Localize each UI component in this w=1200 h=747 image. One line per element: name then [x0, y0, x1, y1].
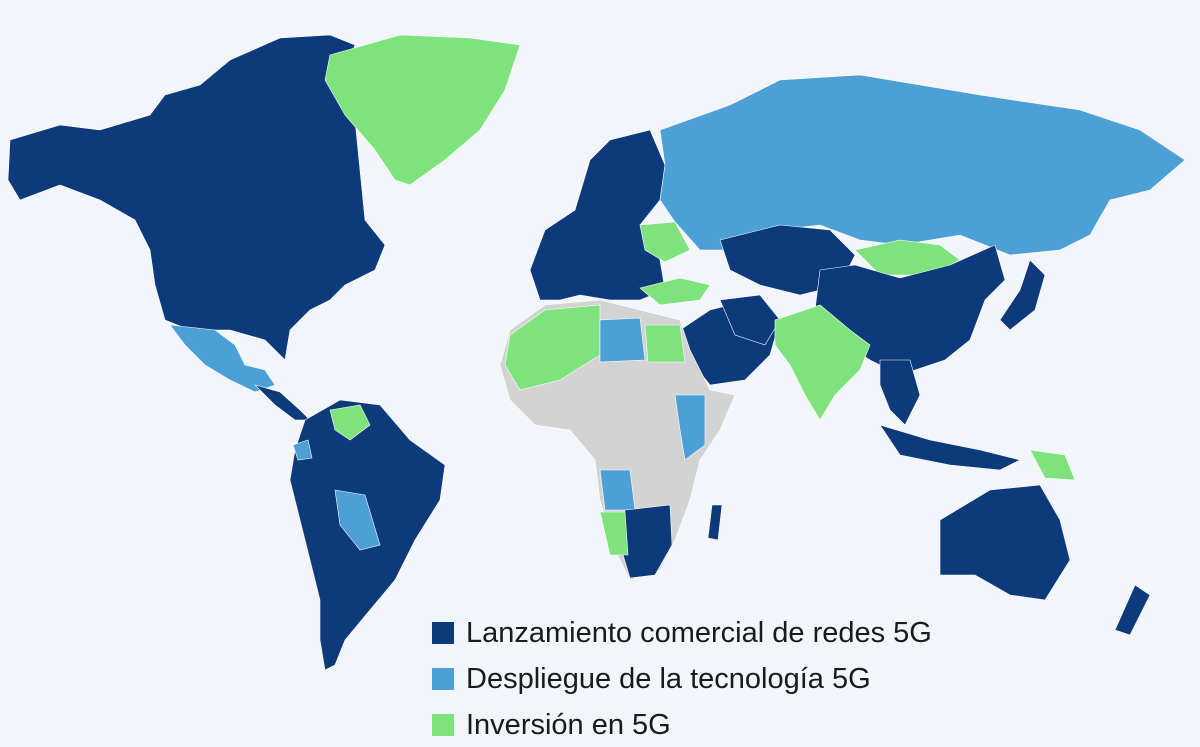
- legend-item-commercial: Lanzamiento comercial de redes 5G: [432, 614, 932, 652]
- legend-label-investment: Inversión en 5G: [466, 708, 671, 741]
- region-mexico: [169, 324, 276, 393]
- region-russia: [659, 74, 1186, 256]
- region-papua-new-guinea: [1029, 449, 1076, 481]
- legend-swatch-deployment: [432, 668, 454, 690]
- region-bolivia-paraguay: [334, 489, 381, 551]
- region-venezuela: [329, 404, 371, 441]
- legend-item-deployment: Despliegue de la tecnología 5G: [432, 660, 932, 698]
- legend-label-commercial: Lanzamiento comercial de redes 5G: [466, 616, 932, 649]
- region-libya: [599, 317, 646, 363]
- legend-swatch-investment: [432, 714, 454, 736]
- region-europe: [529, 129, 666, 301]
- region-ethiopia-kenya: [674, 394, 706, 461]
- region-ukraine: [639, 221, 691, 263]
- region-north-africa: [504, 304, 601, 391]
- region-indonesia: [879, 424, 1021, 471]
- region-southern-africa: [619, 504, 673, 579]
- legend-swatch-commercial: [432, 622, 454, 644]
- map-legend: Lanzamiento comercial de redes 5G Despli…: [432, 614, 932, 744]
- region-ecuador: [292, 439, 313, 461]
- region-namibia: [599, 511, 629, 556]
- legend-item-investment: Inversión en 5G: [432, 706, 932, 744]
- region-madagascar: [707, 504, 723, 541]
- region-iran: [719, 294, 781, 346]
- region-turkey: [639, 277, 711, 306]
- region-australia: [939, 484, 1071, 601]
- region-greenland: [324, 34, 521, 186]
- region-india: [774, 304, 871, 421]
- legend-label-deployment: Despliegue de la tecnología 5G: [466, 662, 871, 695]
- region-japan: [999, 259, 1046, 331]
- region-central-america: [253, 384, 311, 421]
- region-new-zealand: [1114, 584, 1151, 636]
- region-north-america: [7, 34, 386, 361]
- region-southeast-asia: [879, 359, 921, 426]
- region-angola: [599, 469, 636, 511]
- region-egypt: [644, 324, 686, 363]
